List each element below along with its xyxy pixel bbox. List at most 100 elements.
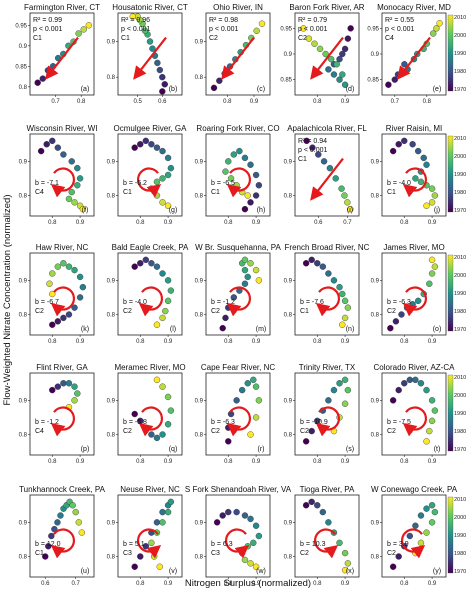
panel-p: Flint River, GA 0.8 0.9 0.9 0.8 b = -1.2 C4 (p): [19, 363, 95, 465]
panel-k: Haw River, NC 0.8 0.9 0.9 0.8 b = -6.7 C2 (k): [19, 243, 95, 345]
y-tick-label: 0.8: [19, 433, 28, 439]
data-point: [49, 321, 56, 328]
stat-annotation: C2: [387, 428, 396, 435]
y-tick-label: 0.8: [195, 75, 204, 81]
trend-arrow: [313, 528, 339, 559]
data-point: [146, 38, 154, 45]
data-point: [225, 438, 232, 445]
data-point: [336, 283, 343, 291]
data-point: [46, 280, 53, 287]
data-point: [244, 380, 251, 387]
data-point: [244, 273, 251, 281]
data-point: [314, 502, 321, 509]
plot-frame: [205, 372, 271, 456]
data-point: [423, 386, 430, 394]
panel-title: Ohio River, IN: [213, 3, 263, 12]
data-point: [241, 512, 249, 519]
colorbar-tick: 1990: [454, 51, 466, 57]
x-tick-label: 0.7: [72, 581, 81, 587]
data-point: [247, 515, 254, 523]
stat-annotation: C2: [209, 35, 218, 42]
y-tick-label: 0.8: [107, 555, 116, 561]
data-point: [68, 188, 75, 196]
data-point: [344, 35, 352, 42]
stat-annotation: C1: [211, 189, 220, 196]
x-tick-label: 0.9: [76, 220, 85, 226]
panel-y: W Conewago Creek, PA 0.8 0.9 0.9 0.8 b = 3.9 C…: [371, 485, 467, 587]
y-tick-label: 0.8: [107, 313, 116, 319]
data-point: [339, 321, 346, 328]
plot-frame: [117, 494, 183, 578]
x-tick-label: 0.7: [343, 220, 352, 226]
panel-title: Trinity River, TX: [299, 363, 356, 372]
data-point: [75, 30, 82, 37]
data-point: [436, 20, 443, 27]
data-point: [423, 161, 430, 168]
data-point: [336, 55, 343, 63]
data-point: [417, 512, 425, 519]
data-point: [71, 266, 78, 274]
data-point: [387, 324, 394, 332]
stat-annotation: b = -6.3: [387, 299, 411, 306]
x-tick-label: 0.9: [252, 581, 261, 587]
stat-annotation: C2: [211, 308, 220, 315]
data-point: [252, 563, 260, 570]
stat-annotation: C1: [35, 550, 44, 557]
y-tick-label: 0.8: [19, 313, 28, 319]
data-point: [148, 539, 155, 547]
x-tick-label: 0.8: [400, 220, 409, 226]
panel-label: (o): [433, 326, 442, 333]
panel-label: (j): [434, 207, 440, 214]
colorbar: [447, 254, 454, 332]
colorbar: [447, 14, 454, 92]
data-point: [428, 256, 436, 264]
x-tick-label: 0.8: [77, 99, 86, 105]
y-tick-label: 0.8: [371, 313, 380, 319]
data-point: [241, 256, 249, 264]
plot-frame: [205, 252, 271, 336]
x-tick-label: 0.9: [252, 459, 261, 465]
data-point: [401, 137, 408, 145]
stat-annotation: b = -10.9: [300, 419, 328, 426]
trend-arrow: [138, 406, 164, 437]
data-point: [394, 71, 402, 78]
data-point: [344, 386, 352, 394]
colorbar: [447, 496, 454, 574]
data-point: [308, 498, 315, 506]
data-point: [159, 147, 166, 155]
data-point: [153, 192, 161, 199]
data-point: [79, 205, 87, 213]
panel-title: Flint River, GA: [36, 363, 88, 372]
y-tick-label: 0.9: [371, 52, 380, 58]
data-point: [225, 158, 232, 165]
trend-arrow: [136, 528, 162, 559]
colorbar-tick: 1980: [454, 309, 466, 315]
y-tick-label: 0.8: [107, 194, 116, 200]
panel-h: Roaring Fork River, CO 0.8 0.9 0.9 0.8 b = -6…: [195, 124, 280, 226]
y-tick-label: 0.8: [371, 194, 380, 200]
y-tick-label: 0.9: [195, 40, 204, 46]
data-point: [72, 508, 79, 516]
data-point: [430, 30, 437, 37]
y-tick-label: 0.9: [19, 398, 28, 404]
stat-annotation: p < 0.001: [209, 26, 238, 33]
data-point: [137, 141, 144, 148]
data-point: [148, 260, 155, 267]
colorbar-tick: 1990: [454, 411, 466, 417]
data-point: [431, 407, 439, 414]
stat-annotation: b = -4.0: [387, 180, 411, 187]
data-point: [431, 192, 439, 199]
data-point: [150, 553, 158, 560]
data-point: [414, 297, 422, 305]
trend-arrow: [50, 528, 76, 559]
data-point: [131, 263, 138, 270]
data-point: [339, 71, 346, 78]
data-point: [344, 199, 351, 206]
data-point: [164, 393, 172, 401]
data-point: [222, 168, 229, 175]
data-point: [76, 273, 84, 281]
x-tick-label: 0.8: [423, 99, 432, 105]
x-tick-label: 0.9: [250, 99, 259, 105]
panel-g: Ocmulgee River, GA 0.8 0.9 0.9 0.8 b = -6.2 C1…: [107, 124, 187, 226]
data-point: [428, 417, 436, 425]
